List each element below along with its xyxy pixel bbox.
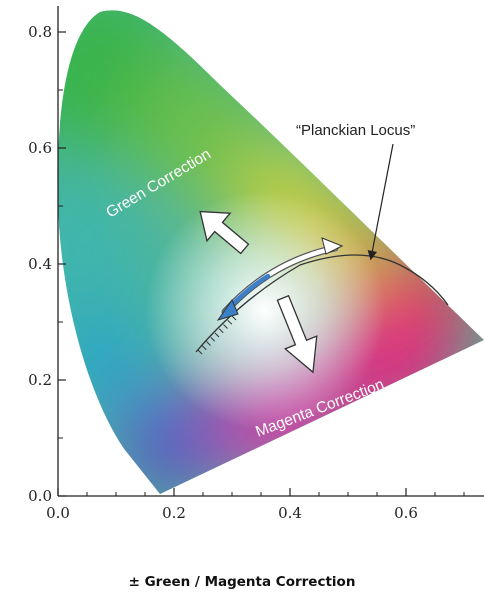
x-tick-label: 0.6: [394, 504, 418, 522]
x-axis-ticks: 0.0 0.2 0.4 0.6: [46, 488, 465, 522]
green-correction-arrow: [199, 210, 250, 255]
x-tick-label: 0.2: [162, 504, 186, 522]
y-tick-label: 0.0: [28, 487, 52, 505]
locus-tick: [210, 336, 216, 342]
x-tick-label: 0.0: [46, 504, 70, 522]
locus-tick: [223, 324, 228, 329]
axes: 0.0 0.2 0.4 0.6 0.8 0.0 0.2 0.4 0.6: [28, 6, 484, 522]
locus-tick: [214, 332, 220, 338]
magenta-correction-arrow: [276, 294, 318, 374]
y-tick-label: 0.6: [28, 139, 52, 157]
bidirectional-arrow: [216, 237, 344, 321]
locus-tick: [218, 328, 224, 334]
locus-tick: [197, 349, 203, 355]
y-tick-label: 0.8: [28, 23, 52, 41]
figure-caption: ± Green / Magenta Correction: [128, 574, 356, 590]
locus-tick: [227, 319, 233, 325]
locus-tick: [231, 315, 237, 321]
x-tick-label: 0.4: [278, 504, 302, 522]
arrowhead-left: [216, 298, 239, 321]
arrowhead-right: [321, 237, 344, 255]
y-tick-label: 0.4: [28, 255, 52, 273]
y-axis-ticks: 0.0 0.2 0.4 0.6 0.8: [28, 23, 66, 505]
locus-tick: [201, 345, 207, 351]
y-tick-label: 0.2: [28, 371, 52, 389]
planckian-locus-label: “Planckian Locus”: [296, 122, 415, 139]
callout-pointer: [367, 143, 394, 261]
locus-tick: [206, 341, 211, 346]
